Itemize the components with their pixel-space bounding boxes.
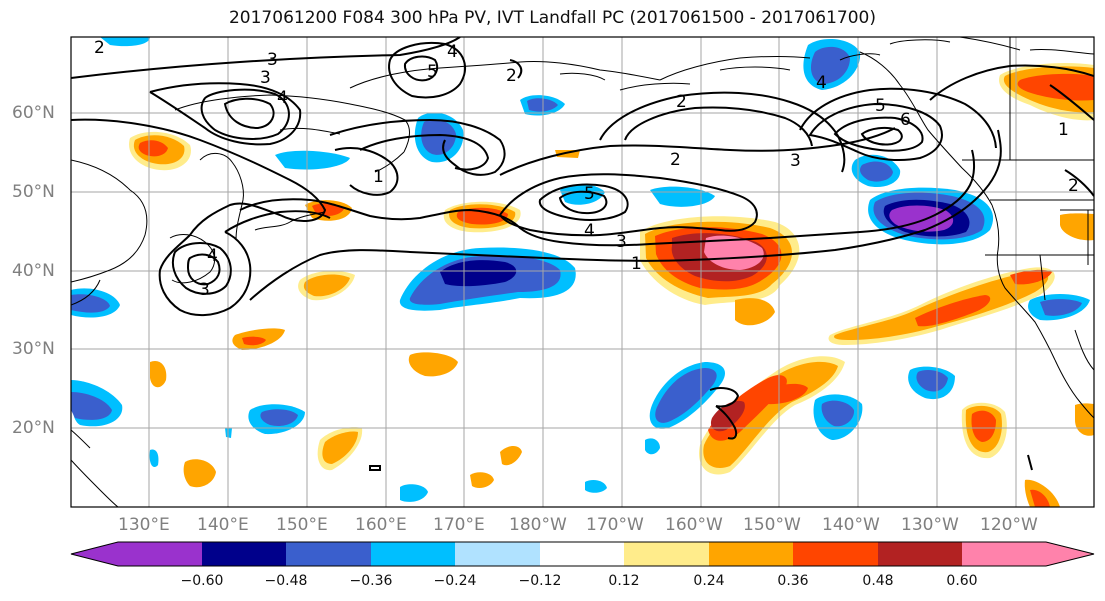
colorbar-tick-label: −0.36 [349, 573, 393, 589]
lat-label-30n: 30°N [12, 339, 55, 359]
map-area [71, 37, 1094, 507]
pv-contours [71, 37, 1094, 471]
map-title: 2017061200 F084 300 hPa PV, IVT Landfall… [228, 8, 876, 28]
contour-label: 4 [207, 246, 218, 266]
contour-label: 3 [616, 232, 627, 252]
contour-label: 1 [373, 167, 384, 187]
colorbar-extend-min [71, 542, 118, 566]
contour-label: 4 [584, 221, 595, 241]
colorbar-tick-label: 0.24 [693, 573, 725, 589]
lat-label-20n: 20°N [12, 418, 55, 438]
map-frame [70, 36, 1095, 508]
colorbar-tick-label: −0.48 [264, 573, 308, 589]
contour-label: 5 [427, 62, 438, 82]
contour-label: 3 [267, 50, 278, 70]
colorbar-tick-label: −0.24 [433, 573, 477, 589]
contour-label: 2 [94, 38, 105, 58]
contour-label: 5 [875, 96, 886, 116]
colorbar-tick-label: 0.12 [608, 573, 640, 589]
contour-label: 1 [1058, 120, 1069, 140]
contour-label: 4 [816, 73, 827, 93]
contour-label: 2 [1068, 176, 1079, 196]
colorbar-tick-label: 0.60 [946, 573, 978, 589]
contour-label: 3 [260, 68, 271, 88]
lon-label: 150°E [276, 515, 328, 535]
lon-label: 140°W [822, 515, 880, 535]
lon-label: 160°W [665, 515, 723, 535]
contour-label: 4 [447, 42, 458, 62]
lat-label-50n: 50°N [12, 182, 55, 202]
contour-label: 5 [584, 184, 595, 204]
lat-label-40n: 40°N [12, 261, 55, 281]
contour-label: 4 [277, 88, 288, 108]
graticule [71, 37, 1094, 507]
contour-label: 2 [670, 150, 681, 170]
lon-label: 180°W [509, 515, 567, 535]
contour-label: 1 [631, 254, 642, 274]
lon-label: 150°W [743, 515, 801, 535]
lon-label: 160°E [355, 515, 407, 535]
colorbar-tick-label: −0.12 [518, 573, 562, 589]
lon-label: 170°E [433, 515, 485, 535]
colorbar-tick-label: 0.36 [777, 573, 809, 589]
contour-label: 6 [900, 110, 911, 130]
contour-label: 3 [790, 151, 801, 171]
contour-label: 2 [506, 66, 517, 86]
colorbar [70, 541, 1095, 567]
lon-label: 130°W [901, 515, 959, 535]
lon-label: 120°W [980, 515, 1038, 535]
lon-label: 130°E [118, 515, 170, 535]
colorbar-extend-max [1046, 542, 1094, 566]
contour-label: 2 [676, 92, 687, 112]
lon-label: 170°W [586, 515, 644, 535]
colorbar-tick-label: 0.48 [862, 573, 894, 589]
colorbar-tick-label: −0.60 [180, 573, 224, 589]
coastlines [71, 37, 1094, 507]
lon-label: 140°E [197, 515, 249, 535]
lat-label-60n: 60°N [12, 103, 55, 123]
contour-label: 3 [199, 280, 210, 300]
